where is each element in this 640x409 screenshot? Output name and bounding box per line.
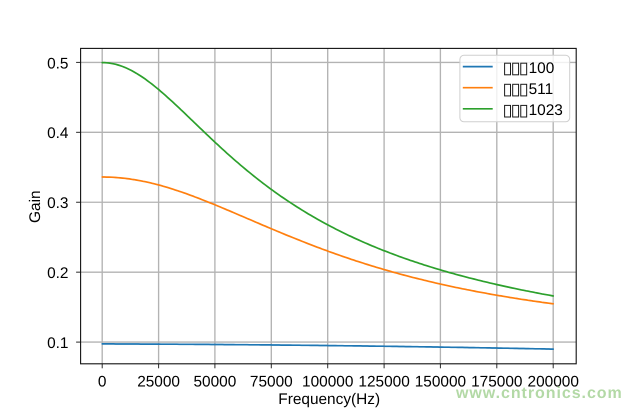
svg-text:0.4: 0.4 [47, 125, 69, 142]
svg-text:Gain: Gain [27, 190, 44, 223]
svg-text:511: 511 [529, 81, 554, 98]
svg-text:50000: 50000 [193, 373, 236, 390]
svg-text:100: 100 [529, 60, 555, 77]
svg-text:150000: 150000 [415, 373, 466, 390]
svg-text:200000: 200000 [528, 373, 579, 390]
svg-text:0.1: 0.1 [47, 335, 68, 352]
svg-text:0.3: 0.3 [47, 195, 68, 212]
svg-text:www.cntronics.com: www.cntronics.com [455, 385, 623, 402]
svg-text:0: 0 [98, 373, 107, 390]
svg-text:100000: 100000 [302, 373, 353, 390]
svg-text:0.5: 0.5 [47, 55, 68, 72]
svg-text:25000: 25000 [137, 373, 180, 390]
svg-text:0.2: 0.2 [47, 265, 68, 282]
svg-text:175000: 175000 [471, 373, 522, 390]
svg-text:125000: 125000 [358, 373, 409, 390]
svg-text:1023: 1023 [529, 102, 563, 119]
svg-text:Frequency(Hz): Frequency(Hz) [278, 391, 380, 408]
svg-text:75000: 75000 [250, 373, 293, 390]
